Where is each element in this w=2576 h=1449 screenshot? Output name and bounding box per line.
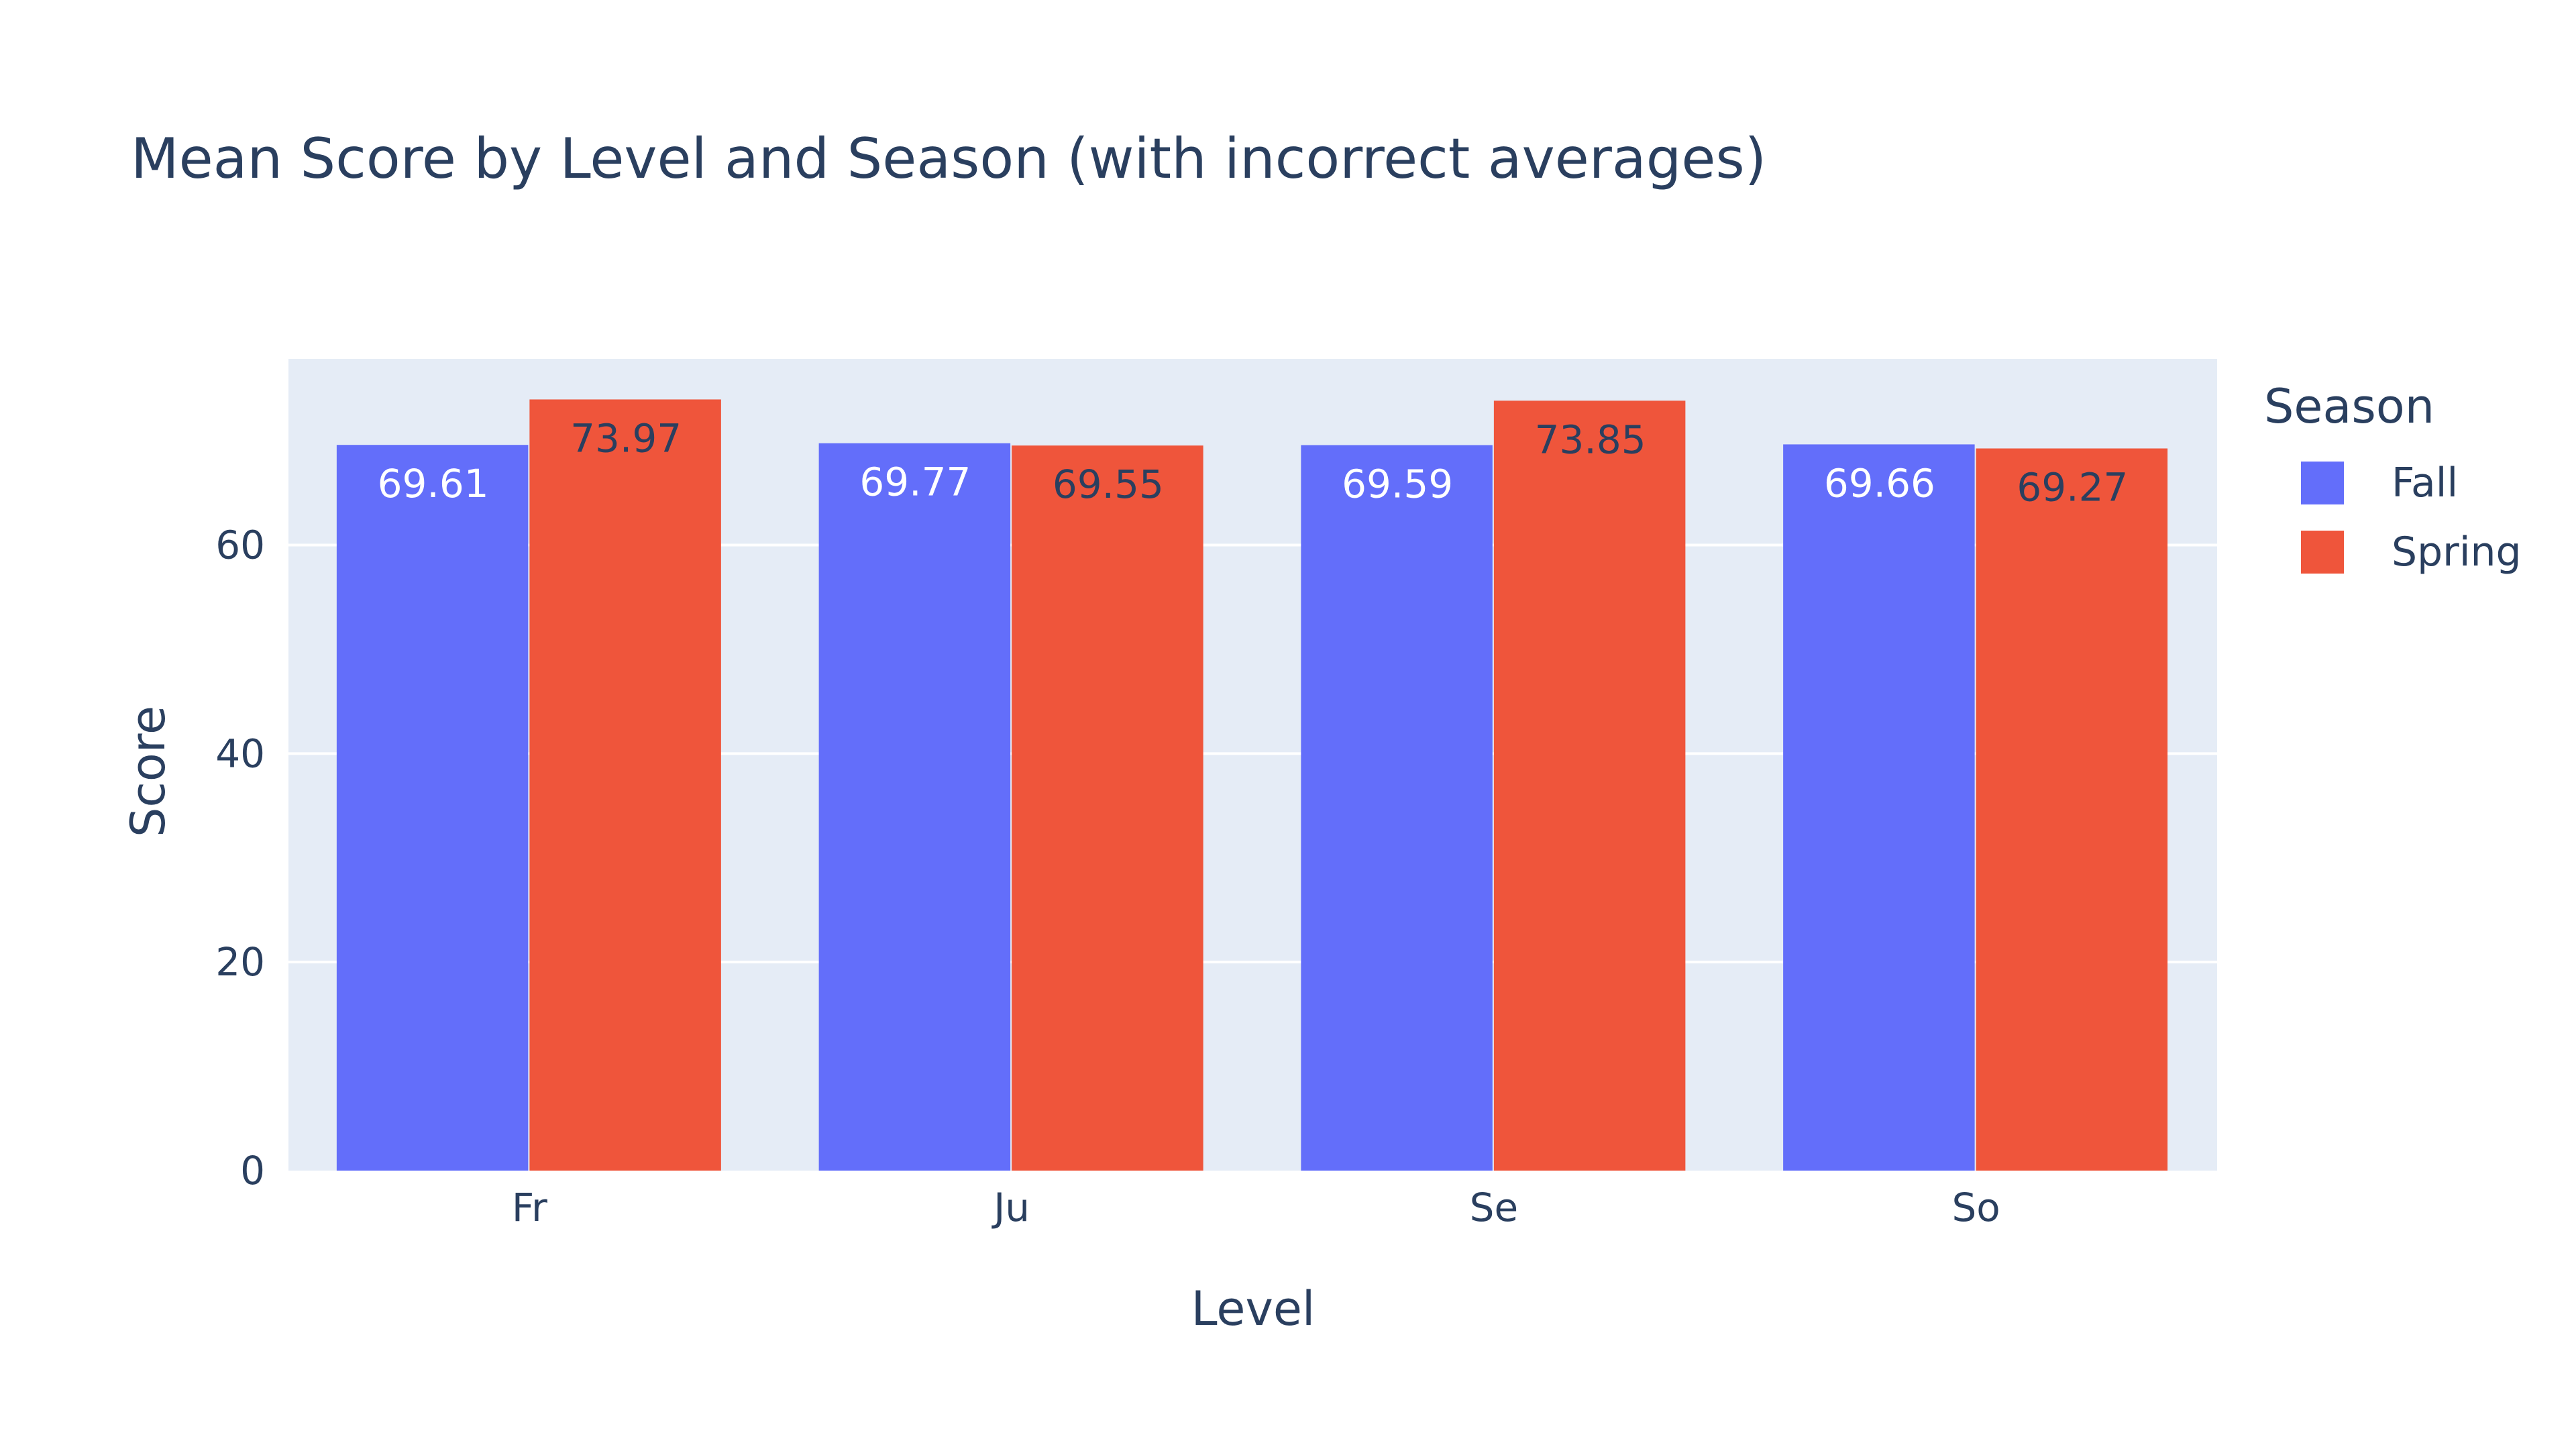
y-tick-label: 40 — [215, 731, 265, 776]
x-tick-label: Fr — [512, 1185, 547, 1230]
bar-fall-so — [1783, 444, 1975, 1171]
y-tick-label: 60 — [215, 523, 265, 568]
data-label: 69.27 — [2017, 464, 2128, 510]
y-axis-title: Score — [121, 706, 176, 837]
data-label: 69.55 — [1053, 462, 1164, 507]
bars: 69.61 73.97 69.77 69.55 69.59 73.85 69.66 69.27 — [336, 399, 2168, 1171]
legend-title: Season — [2264, 379, 2434, 434]
data-label: 69.61 — [378, 461, 489, 506]
legend-label-fall[interactable]: Fall — [2392, 460, 2458, 506]
legend-swatch-spring[interactable] — [2301, 531, 2344, 574]
y-tick-label: 20 — [215, 939, 265, 985]
bar-fall-fr — [336, 445, 529, 1171]
bar-spring-se — [1493, 400, 1686, 1171]
x-tick-label: Se — [1470, 1185, 1519, 1230]
data-label: 73.85 — [1535, 417, 1646, 462]
bar-fall-ju — [818, 443, 1011, 1171]
data-label: 69.77 — [859, 460, 971, 505]
x-tick-label: Ju — [991, 1185, 1030, 1230]
y-tick-label: 0 — [240, 1148, 265, 1193]
data-label: 73.97 — [570, 415, 682, 461]
legend-swatch-fall[interactable] — [2301, 462, 2344, 504]
legend: Season Fall Spring — [2264, 379, 2522, 576]
bar-spring-so — [1976, 448, 2168, 1171]
x-tick-label: So — [1951, 1185, 2000, 1230]
x-axis-title: Level — [1191, 1281, 1316, 1336]
data-label: 69.59 — [1342, 462, 1453, 507]
bar-spring-ju — [1012, 445, 1203, 1171]
data-label: 69.66 — [1824, 460, 1935, 506]
bar-spring-fr — [529, 399, 721, 1171]
chart-title: Mean Score by Level and Season (with inc… — [131, 126, 1766, 191]
legend-label-spring[interactable]: Spring — [2392, 529, 2522, 576]
bar-fall-se — [1301, 445, 1493, 1171]
x-axis: Fr Ju Se So — [512, 1185, 2000, 1230]
y-axis: 0 20 40 60 — [215, 523, 265, 1193]
